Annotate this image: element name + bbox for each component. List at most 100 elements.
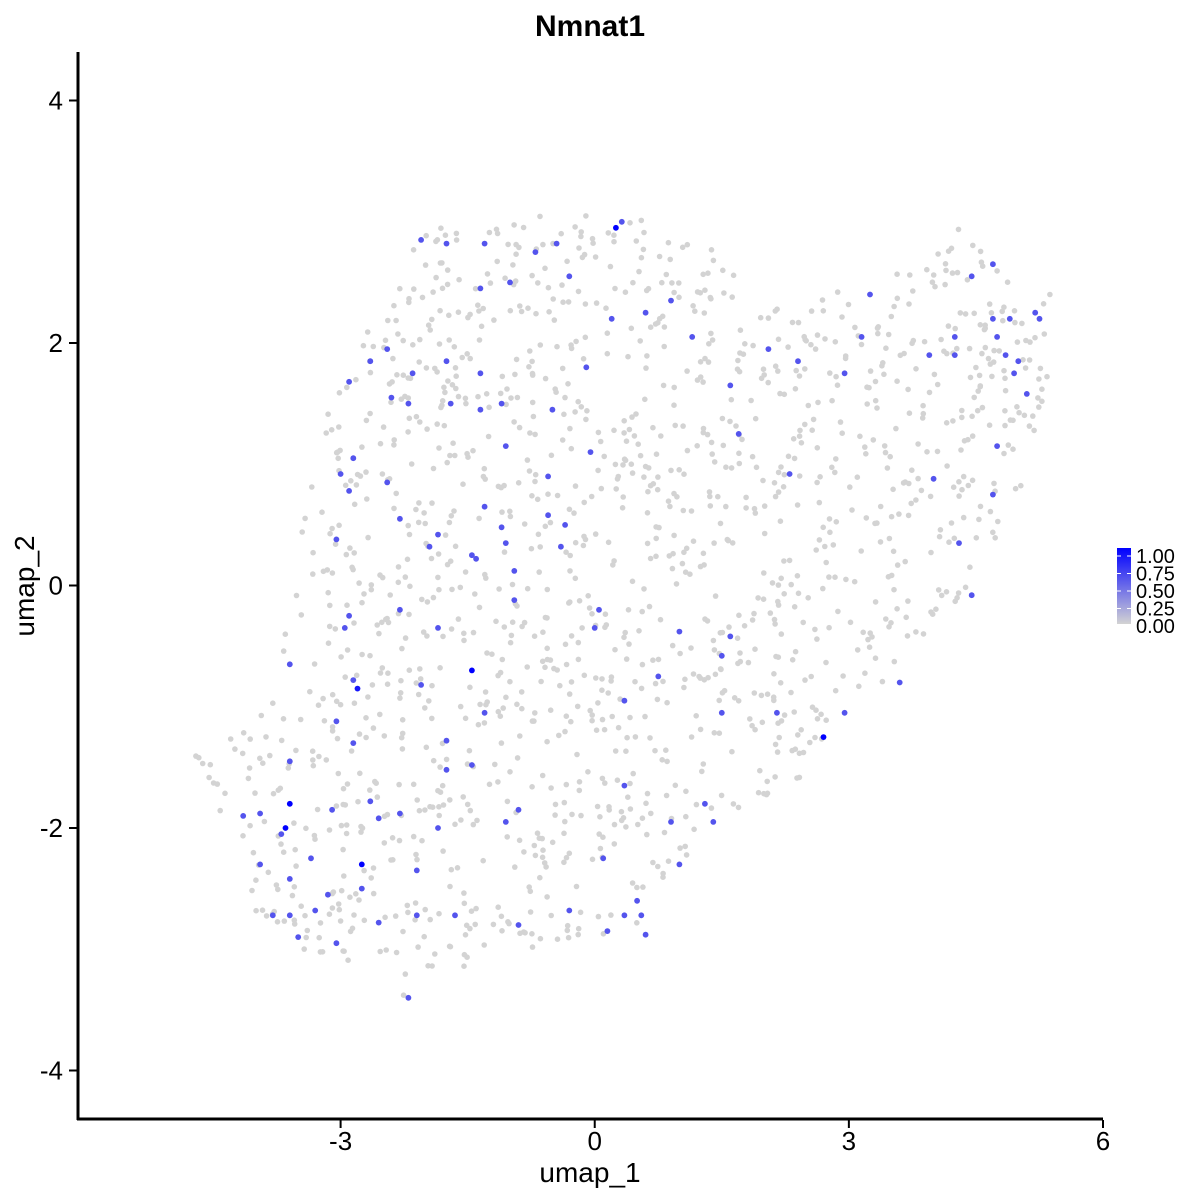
- cell-point: [904, 633, 911, 639]
- cell-point: [942, 261, 949, 267]
- cell-point: [376, 630, 382, 637]
- expressed-cell-point: [718, 709, 725, 716]
- cell-point: [559, 437, 566, 443]
- cell-point: [935, 587, 942, 593]
- cell-point: [816, 537, 823, 543]
- cell-point: [928, 609, 934, 615]
- cell-point: [809, 704, 816, 710]
- expressed-cell-point: [968, 273, 975, 280]
- expressed-cell-point: [325, 891, 331, 898]
- cell-point: [905, 386, 911, 393]
- cell-point: [709, 337, 716, 343]
- cell-point: [379, 619, 385, 626]
- cell-point: [580, 356, 587, 362]
- cell-point: [558, 230, 564, 237]
- cell-point: [406, 531, 413, 538]
- cell-point: [659, 757, 665, 763]
- cell-point: [370, 865, 377, 871]
- cell-point: [363, 734, 369, 741]
- cell-point: [345, 957, 351, 963]
- cell-point: [525, 305, 531, 312]
- cell-point: [834, 289, 841, 295]
- cell-point: [999, 308, 1005, 315]
- cell-point: [364, 329, 371, 335]
- cell-point: [446, 337, 453, 343]
- cell-point: [399, 730, 406, 737]
- cell-point: [574, 751, 580, 758]
- cell-point: [627, 806, 634, 812]
- cell-point: [874, 405, 880, 411]
- cell-point: [408, 461, 415, 467]
- cell-point: [481, 720, 488, 726]
- cell-point: [638, 254, 645, 261]
- cell-point: [915, 475, 921, 482]
- cell-point: [633, 411, 639, 417]
- cell-point: [736, 450, 742, 457]
- cell-point: [333, 803, 340, 809]
- cell-point: [486, 781, 493, 788]
- cell-point: [513, 356, 520, 363]
- cell-point: [325, 411, 331, 418]
- cell-point: [494, 230, 501, 237]
- cell-point: [737, 350, 743, 356]
- cell-point: [696, 673, 702, 680]
- cell-point: [410, 342, 416, 348]
- cell-point: [316, 753, 322, 760]
- cell-point: [812, 734, 818, 741]
- cell-point: [278, 841, 284, 847]
- cell-point: [955, 590, 962, 596]
- expressed-cell-point: [481, 240, 488, 247]
- cell-point: [977, 322, 984, 328]
- cell-point: [400, 372, 407, 379]
- cell-point: [969, 477, 976, 484]
- cell-point: [367, 652, 373, 659]
- cell-point: [436, 804, 442, 810]
- cell-point: [475, 302, 481, 309]
- expressed-cell-point: [638, 912, 645, 919]
- cell-point: [986, 301, 993, 307]
- cell-point: [774, 306, 780, 313]
- cell-point: [548, 452, 555, 459]
- cell-point: [534, 830, 541, 836]
- cell-point: [389, 835, 396, 841]
- cell-point: [788, 689, 794, 696]
- cell-point: [344, 384, 350, 391]
- cell-point: [708, 330, 714, 337]
- cell-point: [447, 797, 453, 803]
- cell-point: [735, 698, 742, 704]
- cell-point: [395, 579, 402, 586]
- cell-point: [743, 505, 749, 511]
- cell-point: [615, 473, 622, 480]
- cell-point: [599, 716, 606, 723]
- cell-point: [457, 703, 464, 710]
- cell-point: [739, 436, 745, 443]
- cell-point: [393, 490, 400, 497]
- cell-point: [817, 474, 823, 480]
- cell-point: [567, 568, 573, 574]
- cell-point: [537, 935, 544, 942]
- cell-point: [711, 459, 718, 465]
- y-tick-label: -4: [40, 1056, 63, 1086]
- cell-point: [656, 315, 663, 322]
- cell-point: [562, 728, 568, 735]
- cell-point: [866, 644, 873, 650]
- cell-point: [751, 690, 758, 696]
- cell-point: [532, 852, 539, 859]
- cell-point: [938, 336, 944, 343]
- cell-point: [351, 620, 357, 626]
- cell-point: [707, 493, 713, 500]
- cell-point: [370, 890, 377, 897]
- cell-point: [437, 307, 443, 314]
- expressed-cell-point: [735, 431, 742, 437]
- cell-point: [500, 705, 507, 711]
- cell-point: [636, 628, 642, 634]
- expressed-cell-point: [786, 471, 793, 477]
- cell-point: [547, 657, 554, 663]
- cell-point: [708, 805, 715, 811]
- cell-point: [449, 382, 456, 388]
- cell-point: [823, 659, 829, 666]
- cell-point: [720, 267, 726, 274]
- cell-point: [506, 920, 512, 927]
- cell-point: [436, 586, 442, 593]
- cell-point: [507, 678, 513, 685]
